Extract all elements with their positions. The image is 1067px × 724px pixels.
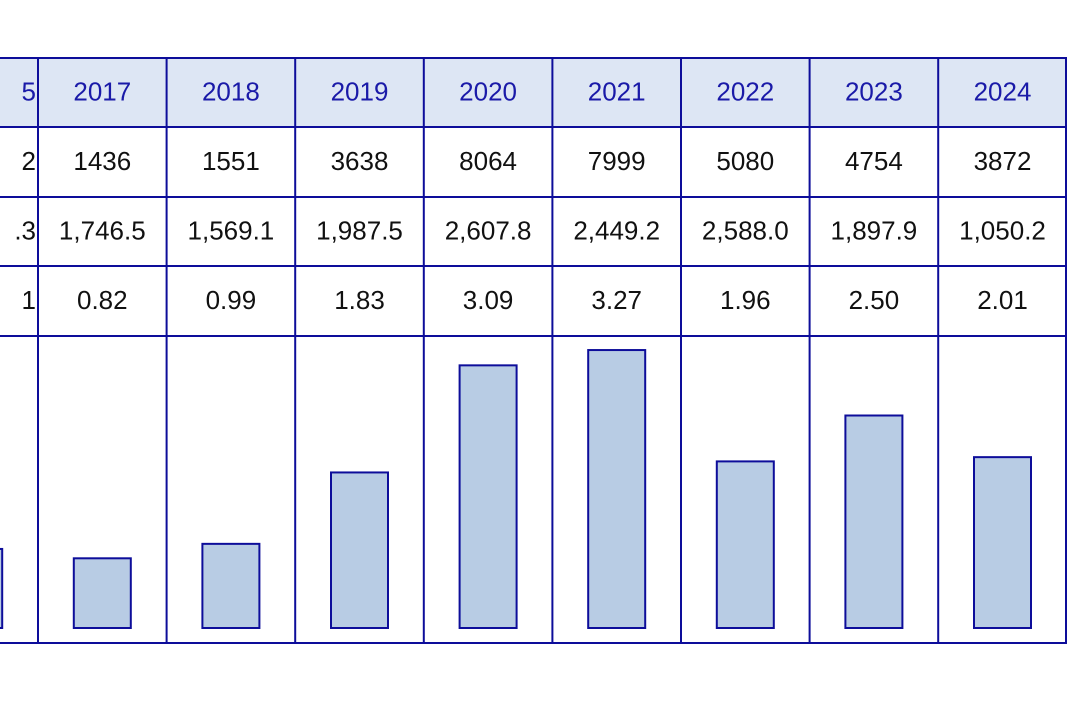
table-cell: 3872 bbox=[974, 146, 1032, 176]
table-cell: .3 bbox=[14, 215, 36, 245]
bar bbox=[844, 414, 904, 629]
table-cell: 2,449.2 bbox=[573, 215, 660, 245]
table-cell: 0.82 bbox=[77, 285, 128, 315]
table-cell: 2.01 bbox=[977, 285, 1028, 315]
bar bbox=[973, 456, 1032, 629]
table-cell: 1551 bbox=[202, 146, 260, 176]
table-cell: 1.96 bbox=[720, 285, 771, 315]
bar bbox=[330, 471, 389, 630]
column-header: 2022 bbox=[716, 76, 774, 106]
table-cell: 1,050.2 bbox=[959, 215, 1046, 245]
table-cell: 0.99 bbox=[206, 285, 257, 315]
bar bbox=[201, 542, 261, 629]
table-cell: 1 bbox=[22, 285, 36, 315]
table-cell: 3638 bbox=[331, 146, 389, 176]
bar bbox=[0, 547, 4, 630]
column-header: 5 bbox=[22, 76, 36, 106]
table-cell: 1,897.9 bbox=[831, 215, 918, 245]
column-header: 2020 bbox=[459, 76, 517, 106]
table-cell: 2 bbox=[22, 146, 36, 176]
table-cell: 1,987.5 bbox=[316, 215, 403, 245]
bar bbox=[72, 557, 132, 629]
bar bbox=[587, 349, 647, 629]
column-header: 2023 bbox=[845, 76, 903, 106]
table-cell: 4754 bbox=[845, 146, 903, 176]
column-header: 2024 bbox=[974, 76, 1032, 106]
column-header: 2021 bbox=[588, 76, 646, 106]
table-cell: 2,588.0 bbox=[702, 215, 789, 245]
table-cell: 2.50 bbox=[849, 285, 900, 315]
header-background bbox=[0, 58, 1067, 127]
column-header: 2017 bbox=[73, 76, 131, 106]
table-cell: 8064 bbox=[459, 146, 517, 176]
table-cell: 3.27 bbox=[591, 285, 642, 315]
table-cell: 7999 bbox=[588, 146, 646, 176]
bar bbox=[715, 460, 775, 629]
bar bbox=[458, 364, 518, 629]
table-cell: 1436 bbox=[73, 146, 131, 176]
table-cell: 3.09 bbox=[463, 285, 514, 315]
table-cell: 1,746.5 bbox=[59, 215, 146, 245]
table-cell: 2,607.8 bbox=[445, 215, 532, 245]
table-cell: 5080 bbox=[716, 146, 774, 176]
column-header: 2018 bbox=[202, 76, 260, 106]
table-cell: 1.83 bbox=[334, 285, 385, 315]
column-header: 2019 bbox=[331, 76, 389, 106]
table-cell: 1,569.1 bbox=[188, 215, 275, 245]
